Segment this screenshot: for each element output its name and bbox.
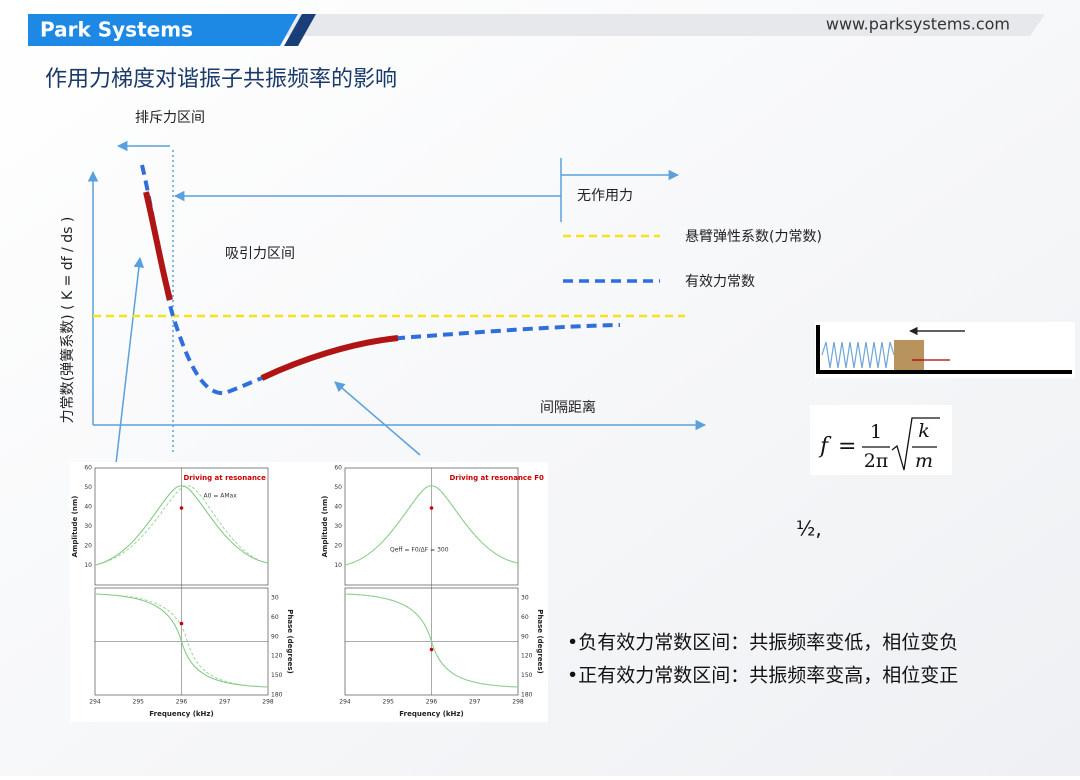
tick-label: 90 [521, 633, 529, 640]
tick-label: 294 [339, 699, 351, 706]
tick-label: 120 [521, 653, 533, 660]
tick-label: 150 [521, 672, 533, 679]
annotation: Qeff = F0/ΔF = 300 [390, 547, 449, 554]
axis-label: Amplitude (nm) [71, 496, 79, 558]
resonance-curve [94, 485, 269, 566]
bullet: •负有效力常数区间：共振频率变低，相位变负 [567, 632, 958, 654]
spring [821, 341, 895, 369]
tick-label: 297 [219, 699, 231, 706]
marker [429, 647, 434, 652]
tick-label: 30 [334, 523, 342, 530]
label: 无作用力 [577, 188, 633, 204]
mass [894, 340, 924, 370]
tick-label: 40 [84, 504, 92, 511]
plot-label: Driving at resonance [184, 474, 267, 482]
tick-label: 296 [426, 699, 438, 706]
marker [429, 506, 434, 510]
tick-label: 60 [521, 614, 529, 621]
tick-label: 180 [521, 692, 533, 699]
plot-label: Driving at resonance F0 [450, 474, 545, 482]
tick-label: 60 [84, 465, 92, 472]
axis-label: Phase (degrees) [536, 609, 544, 673]
tick-label: 10 [84, 562, 92, 569]
tick-label: 40 [334, 504, 342, 511]
tick-label: 90 [271, 633, 279, 640]
tick-label: 150 [271, 672, 283, 679]
tick-label: 30 [271, 595, 279, 602]
formula: m [915, 450, 933, 472]
header-accent [284, 14, 316, 46]
tick-label: 295 [383, 699, 395, 706]
note: ½, [796, 517, 822, 541]
y-axis-label: 力常数(弹簧系数) ( K = df / ds ) [60, 217, 76, 424]
phase-curve [94, 593, 269, 688]
phase-curve [344, 593, 519, 688]
brand: Park Systems [40, 18, 193, 42]
tick-label: 180 [271, 692, 283, 699]
pointer [114, 256, 145, 473]
tick-label: 30 [521, 595, 529, 602]
axis-label: Frequency (kHz) [399, 710, 463, 718]
header-stripe [285, 14, 1045, 36]
tick-label: 296 [176, 699, 188, 706]
url: www.parksystems.com [826, 15, 1010, 34]
pointer [334, 381, 421, 456]
highlight [143, 191, 173, 301]
tick-label: 294 [89, 699, 101, 706]
tick-label: 298 [512, 699, 524, 706]
header-bar [28, 14, 298, 46]
tick-label: 297 [469, 699, 481, 706]
formula: 2π [864, 450, 889, 472]
formula-box [810, 405, 952, 475]
highlight [260, 335, 399, 381]
annotation: A0 = AMax [204, 493, 238, 500]
resonance-curve [344, 485, 519, 566]
phase-curve [94, 593, 269, 688]
axis-label: Frequency (kHz) [149, 710, 213, 718]
tick-label: 10 [334, 562, 342, 569]
tick-label: 20 [84, 543, 92, 550]
legend-label: 悬臂弹性系数(力常数) [685, 229, 822, 245]
marker [179, 506, 184, 510]
formula: k [918, 420, 930, 442]
label: 间隔距离 [540, 399, 596, 416]
label: 排斥力区间 [135, 110, 205, 126]
bullet: •正有效力常数区间：共振频率变高，相位变正 [567, 665, 958, 687]
sqrt [891, 417, 940, 471]
tick-label: 298 [262, 699, 274, 706]
label: 吸引力区间 [225, 246, 295, 262]
tick-label: 60 [271, 614, 279, 621]
diagram [87, 140, 707, 473]
tick-label: 50 [334, 484, 342, 491]
formula: 1 [870, 421, 882, 443]
tick-label: 20 [334, 543, 342, 550]
slide-title: 作用力梯度对谐振子共振频率的影响 [45, 67, 397, 92]
tick-label: 50 [84, 484, 92, 491]
tick-label: 30 [84, 523, 92, 530]
formula: = [838, 434, 856, 459]
marker [179, 621, 184, 626]
tick-label: 295 [133, 699, 145, 706]
inset-panel [70, 462, 548, 722]
axis-label: Amplitude (nm) [321, 496, 329, 558]
resonance-curve [94, 485, 269, 566]
legend-label: 有效力常数 [685, 274, 755, 290]
axis-label: Phase (degrees) [286, 609, 294, 673]
tick-label: 120 [271, 653, 283, 660]
tick-label: 60 [334, 465, 342, 472]
